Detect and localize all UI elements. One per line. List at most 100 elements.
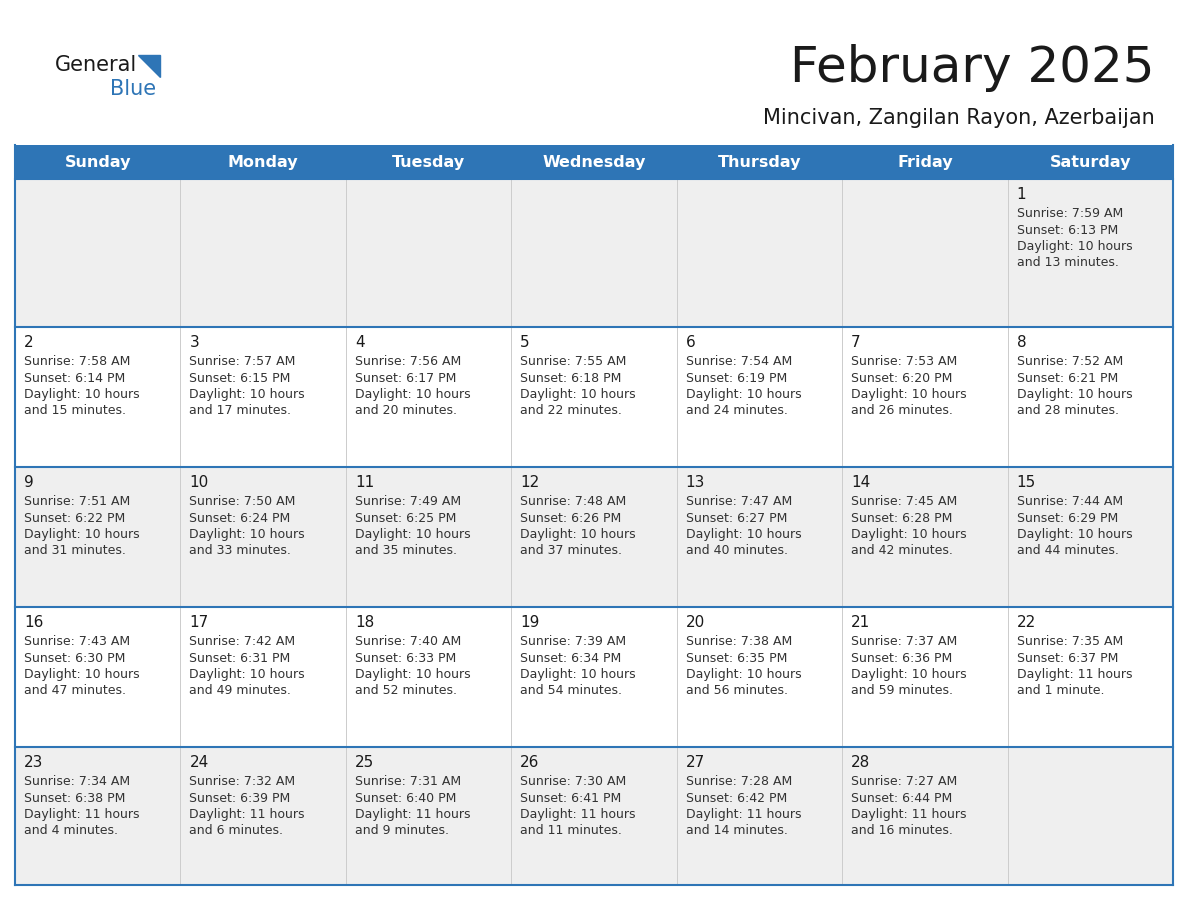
Text: Sunrise: 7:44 AM: Sunrise: 7:44 AM [1017, 495, 1123, 508]
Text: Sunrise: 7:35 AM: Sunrise: 7:35 AM [1017, 635, 1123, 648]
Text: Sunset: 6:44 PM: Sunset: 6:44 PM [851, 791, 953, 804]
Polygon shape [138, 55, 160, 77]
Text: and 22 minutes.: and 22 minutes. [520, 405, 623, 418]
Text: Sunset: 6:38 PM: Sunset: 6:38 PM [24, 791, 126, 804]
Text: Sunset: 6:33 PM: Sunset: 6:33 PM [355, 652, 456, 665]
Bar [15, 145, 1173, 179]
Bar [15, 467, 1173, 607]
Text: 3: 3 [189, 335, 200, 350]
Text: 26: 26 [520, 755, 539, 770]
Text: Daylight: 10 hours: Daylight: 10 hours [851, 388, 967, 401]
Text: Sunset: 6:37 PM: Sunset: 6:37 PM [1017, 652, 1118, 665]
Text: Sunset: 6:20 PM: Sunset: 6:20 PM [851, 372, 953, 385]
Text: Daylight: 11 hours: Daylight: 11 hours [355, 808, 470, 821]
Text: Daylight: 10 hours: Daylight: 10 hours [24, 668, 140, 681]
Text: 13: 13 [685, 475, 706, 490]
Text: 8: 8 [1017, 335, 1026, 350]
Text: 23: 23 [24, 755, 44, 770]
Text: Daylight: 10 hours: Daylight: 10 hours [1017, 528, 1132, 541]
Text: Sunset: 6:21 PM: Sunset: 6:21 PM [1017, 372, 1118, 385]
Text: and 56 minutes.: and 56 minutes. [685, 685, 788, 698]
Text: Sunset: 6:13 PM: Sunset: 6:13 PM [1017, 223, 1118, 237]
Text: Daylight: 11 hours: Daylight: 11 hours [520, 808, 636, 821]
Text: Sunrise: 7:54 AM: Sunrise: 7:54 AM [685, 355, 792, 368]
Text: Daylight: 10 hours: Daylight: 10 hours [1017, 240, 1132, 253]
Bar [15, 179, 1173, 327]
Bar [15, 607, 1173, 747]
Text: Sunrise: 7:34 AM: Sunrise: 7:34 AM [24, 775, 131, 788]
Text: Sunrise: 7:52 AM: Sunrise: 7:52 AM [1017, 355, 1123, 368]
Text: Sunrise: 7:59 AM: Sunrise: 7:59 AM [1017, 207, 1123, 220]
Text: 14: 14 [851, 475, 871, 490]
Text: 21: 21 [851, 615, 871, 630]
Bar [15, 747, 1173, 885]
Text: 10: 10 [189, 475, 209, 490]
Text: Daylight: 11 hours: Daylight: 11 hours [685, 808, 801, 821]
Text: Sunset: 6:17 PM: Sunset: 6:17 PM [355, 372, 456, 385]
Text: and 9 minutes.: and 9 minutes. [355, 824, 449, 837]
Text: and 40 minutes.: and 40 minutes. [685, 544, 788, 557]
Text: Sunrise: 7:31 AM: Sunrise: 7:31 AM [355, 775, 461, 788]
Text: and 6 minutes.: and 6 minutes. [189, 824, 284, 837]
Text: and 13 minutes.: and 13 minutes. [1017, 256, 1118, 270]
Text: General: General [55, 55, 138, 75]
Text: and 11 minutes.: and 11 minutes. [520, 824, 623, 837]
Text: Sunset: 6:28 PM: Sunset: 6:28 PM [851, 511, 953, 524]
Text: Sunset: 6:34 PM: Sunset: 6:34 PM [520, 652, 621, 665]
Text: and 59 minutes.: and 59 minutes. [851, 685, 953, 698]
Text: 2: 2 [24, 335, 33, 350]
Text: Sunset: 6:30 PM: Sunset: 6:30 PM [24, 652, 126, 665]
Text: Sunrise: 7:47 AM: Sunrise: 7:47 AM [685, 495, 792, 508]
Text: and 20 minutes.: and 20 minutes. [355, 405, 457, 418]
Text: Sunrise: 7:45 AM: Sunrise: 7:45 AM [851, 495, 958, 508]
Text: 20: 20 [685, 615, 704, 630]
Text: Sunrise: 7:55 AM: Sunrise: 7:55 AM [520, 355, 626, 368]
Text: 7: 7 [851, 335, 861, 350]
Text: Daylight: 10 hours: Daylight: 10 hours [685, 668, 802, 681]
Text: 18: 18 [355, 615, 374, 630]
Text: Sunrise: 7:53 AM: Sunrise: 7:53 AM [851, 355, 958, 368]
Text: Sunrise: 7:43 AM: Sunrise: 7:43 AM [24, 635, 131, 648]
Text: and 17 minutes.: and 17 minutes. [189, 405, 291, 418]
Text: Sunset: 6:36 PM: Sunset: 6:36 PM [851, 652, 953, 665]
Text: 28: 28 [851, 755, 871, 770]
Text: Daylight: 10 hours: Daylight: 10 hours [520, 388, 636, 401]
Text: Sunrise: 7:27 AM: Sunrise: 7:27 AM [851, 775, 958, 788]
Text: Sunrise: 7:50 AM: Sunrise: 7:50 AM [189, 495, 296, 508]
Text: 16: 16 [24, 615, 44, 630]
Text: Sunset: 6:29 PM: Sunset: 6:29 PM [1017, 511, 1118, 524]
Text: Saturday: Saturday [1049, 154, 1131, 170]
Text: Sunset: 6:19 PM: Sunset: 6:19 PM [685, 372, 786, 385]
Text: Monday: Monday [228, 154, 298, 170]
Text: Daylight: 10 hours: Daylight: 10 hours [189, 668, 305, 681]
Text: 5: 5 [520, 335, 530, 350]
Text: 22: 22 [1017, 615, 1036, 630]
Text: Sunset: 6:39 PM: Sunset: 6:39 PM [189, 791, 291, 804]
Text: February 2025: February 2025 [790, 44, 1155, 92]
Text: and 47 minutes.: and 47 minutes. [24, 685, 126, 698]
Text: Sunset: 6:24 PM: Sunset: 6:24 PM [189, 511, 291, 524]
Text: Daylight: 10 hours: Daylight: 10 hours [355, 528, 470, 541]
Text: and 4 minutes.: and 4 minutes. [24, 824, 118, 837]
Text: Sunrise: 7:38 AM: Sunrise: 7:38 AM [685, 635, 792, 648]
Text: Sunset: 6:27 PM: Sunset: 6:27 PM [685, 511, 788, 524]
Text: Sunset: 6:31 PM: Sunset: 6:31 PM [189, 652, 291, 665]
Text: Daylight: 10 hours: Daylight: 10 hours [1017, 388, 1132, 401]
Text: and 49 minutes.: and 49 minutes. [189, 685, 291, 698]
Text: Tuesday: Tuesday [392, 154, 466, 170]
Text: and 1 minute.: and 1 minute. [1017, 685, 1104, 698]
Text: 6: 6 [685, 335, 695, 350]
Text: Sunrise: 7:30 AM: Sunrise: 7:30 AM [520, 775, 626, 788]
Text: Daylight: 10 hours: Daylight: 10 hours [24, 388, 140, 401]
Text: Daylight: 10 hours: Daylight: 10 hours [355, 388, 470, 401]
Text: and 37 minutes.: and 37 minutes. [520, 544, 623, 557]
Text: Sunset: 6:22 PM: Sunset: 6:22 PM [24, 511, 125, 524]
Text: Sunset: 6:14 PM: Sunset: 6:14 PM [24, 372, 125, 385]
Text: Sunset: 6:41 PM: Sunset: 6:41 PM [520, 791, 621, 804]
Text: Daylight: 10 hours: Daylight: 10 hours [24, 528, 140, 541]
Text: Sunset: 6:25 PM: Sunset: 6:25 PM [355, 511, 456, 524]
Text: 11: 11 [355, 475, 374, 490]
Text: Thursday: Thursday [718, 154, 801, 170]
Text: and 54 minutes.: and 54 minutes. [520, 685, 623, 698]
Text: 4: 4 [355, 335, 365, 350]
